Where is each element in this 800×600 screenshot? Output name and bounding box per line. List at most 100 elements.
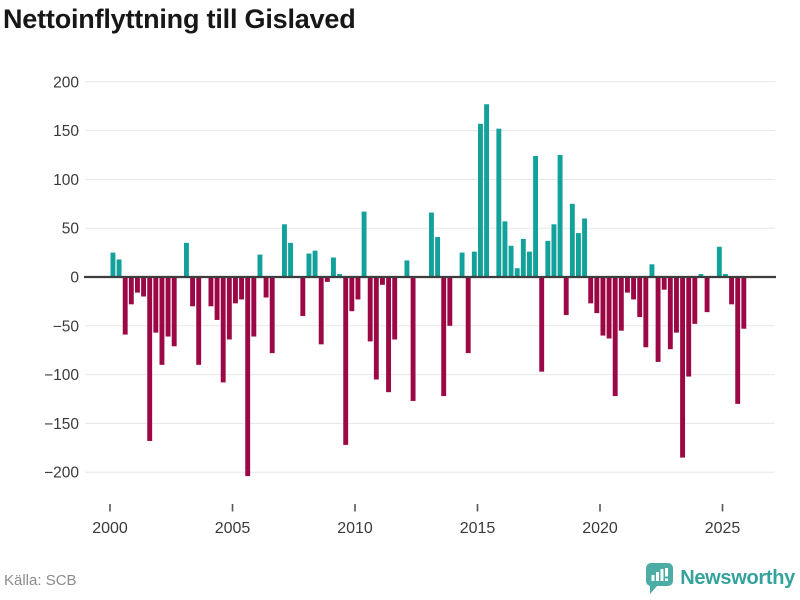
bar-2024Q1 bbox=[698, 274, 704, 277]
bar-2020Q1 bbox=[600, 277, 606, 336]
y-axis-tick-label: 150 bbox=[53, 123, 79, 140]
bar-2007Q4 bbox=[300, 277, 306, 317]
bar-2018Q4 bbox=[569, 203, 575, 277]
bar-2016Q3 bbox=[514, 268, 520, 277]
bar-2016Q4 bbox=[520, 238, 526, 277]
bar-2013Q4 bbox=[447, 277, 453, 326]
bar-2010Q3 bbox=[367, 277, 373, 342]
bar-2012Q1 bbox=[404, 260, 410, 277]
bar-2005Q4 bbox=[251, 277, 257, 337]
bar-2022Q1 bbox=[649, 264, 655, 277]
newsworthy-wordmark: Newsworthy bbox=[680, 567, 795, 589]
bar-2008Q2 bbox=[312, 250, 318, 277]
bar-2023Q2 bbox=[680, 277, 686, 458]
bar-2022Q3 bbox=[661, 277, 667, 290]
bar-2019Q2 bbox=[582, 218, 588, 277]
x-axis-tick-label: 2025 bbox=[705, 520, 741, 537]
x-axis-tick-label: 2010 bbox=[337, 520, 373, 537]
bar-2013Q1 bbox=[429, 212, 434, 277]
bar-2005Q1 bbox=[233, 277, 238, 304]
bar-2015Q2 bbox=[484, 104, 490, 277]
bar-2022Q4 bbox=[667, 277, 673, 350]
bar-2025Q1 bbox=[723, 274, 728, 277]
bar-2024Q4 bbox=[716, 246, 722, 277]
bar-2020Q3 bbox=[612, 277, 618, 397]
bar-2024Q2 bbox=[704, 277, 710, 313]
x-axis-tick-label: 2015 bbox=[460, 520, 496, 537]
y-axis-tick-label: −200 bbox=[44, 465, 79, 482]
bar-2018Q2 bbox=[557, 155, 563, 277]
bar-2017Q3 bbox=[539, 277, 545, 372]
bar-2020Q4 bbox=[618, 277, 624, 331]
bar-2004Q2 bbox=[214, 277, 220, 320]
y-axis-tick-label: −50 bbox=[53, 318, 80, 335]
bar-2010Q4 bbox=[373, 277, 379, 380]
bar-2009Q2 bbox=[337, 274, 343, 277]
bar-2020Q2 bbox=[606, 277, 612, 339]
bar-2001Q2 bbox=[141, 277, 147, 297]
bar-2017Q1 bbox=[527, 251, 532, 277]
bar-2003Q2 bbox=[190, 277, 196, 307]
bar-2010Q1 bbox=[355, 277, 361, 300]
source-note: Källa: SCB bbox=[4, 572, 77, 589]
bar-2005Q3 bbox=[245, 277, 251, 477]
bar-2010Q2 bbox=[361, 211, 367, 277]
bar-2023Q4 bbox=[692, 277, 698, 324]
bar-2023Q3 bbox=[686, 277, 692, 377]
bar-2022Q2 bbox=[655, 277, 661, 362]
bar-2000Q2 bbox=[116, 259, 122, 277]
bar-2001Q3 bbox=[147, 277, 153, 441]
x-axis-tick-label: 2020 bbox=[582, 520, 618, 537]
bar-2006Q2 bbox=[263, 277, 269, 298]
bar-2017Q2 bbox=[533, 155, 539, 277]
bar-2011Q1 bbox=[380, 277, 385, 285]
bar-2006Q1 bbox=[257, 254, 263, 277]
bar-2014Q3 bbox=[465, 277, 471, 354]
bar-2009Q1 bbox=[331, 257, 336, 277]
chart-title: Nettoinflyttning till Gislaved bbox=[3, 4, 356, 34]
bar-2025Q2 bbox=[729, 277, 735, 305]
bar-2000Q4 bbox=[128, 277, 134, 305]
bar-2013Q3 bbox=[441, 277, 447, 397]
y-axis-tick-label: 0 bbox=[70, 270, 79, 287]
bar-2002Q2 bbox=[165, 277, 171, 337]
bar-2004Q3 bbox=[220, 277, 226, 383]
bar-2009Q3 bbox=[343, 277, 349, 445]
bar-2014Q4 bbox=[471, 251, 477, 277]
bar-2001Q1 bbox=[135, 277, 140, 293]
bar-2015Q4 bbox=[496, 128, 502, 277]
bar-2019Q3 bbox=[588, 277, 594, 304]
y-axis-tick-label: −150 bbox=[44, 416, 79, 433]
newsworthy-icon bbox=[646, 563, 674, 594]
bar-2017Q4 bbox=[545, 240, 551, 277]
bar-2016Q1 bbox=[502, 221, 508, 277]
bar-2001Q4 bbox=[153, 277, 159, 333]
bar-2021Q2 bbox=[631, 277, 637, 300]
bar-2013Q2 bbox=[435, 236, 441, 277]
bar-2002Q3 bbox=[171, 277, 177, 347]
y-axis-tick-label: 200 bbox=[53, 74, 79, 91]
bar-2007Q1 bbox=[282, 224, 287, 277]
bar-2000Q1 bbox=[110, 252, 116, 277]
bar-2008Q1 bbox=[306, 253, 312, 277]
newsworthy-logo: Newsworthy bbox=[646, 563, 795, 594]
bar-2011Q3 bbox=[392, 277, 398, 340]
bar-2008Q3 bbox=[318, 277, 324, 345]
bar-2019Q4 bbox=[594, 277, 600, 314]
bar-2019Q1 bbox=[576, 233, 581, 277]
y-axis-tick-label: 50 bbox=[62, 221, 80, 238]
bar-2012Q2 bbox=[410, 277, 416, 401]
bar-2003Q1 bbox=[184, 242, 189, 277]
bar-2014Q2 bbox=[459, 252, 465, 277]
bar-2009Q4 bbox=[349, 277, 355, 312]
bar-2021Q1 bbox=[625, 277, 630, 293]
bar-2023Q1 bbox=[674, 277, 679, 333]
bar-2005Q2 bbox=[239, 277, 245, 300]
bar-2025Q4 bbox=[741, 277, 747, 329]
bar-2018Q3 bbox=[563, 277, 569, 316]
x-axis-tick-label: 2005 bbox=[215, 520, 251, 537]
y-axis-tick-label: −100 bbox=[44, 367, 79, 384]
bar-2002Q1 bbox=[159, 277, 165, 365]
